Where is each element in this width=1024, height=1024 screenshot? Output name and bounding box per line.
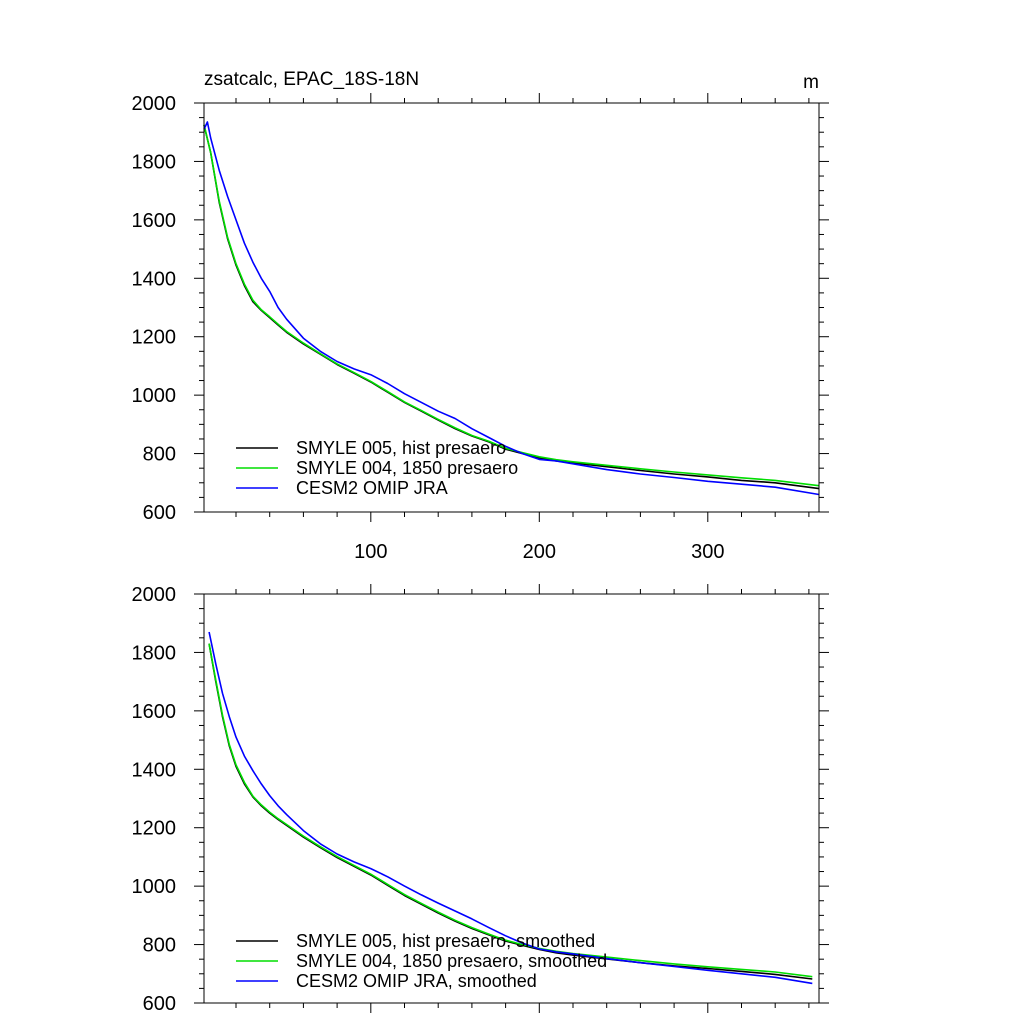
y-tick-label: 800 — [143, 935, 176, 957]
y-tick-label: 1200 — [132, 327, 177, 349]
x-tick-label: 200 — [523, 541, 556, 563]
series-line-2 — [203, 121, 820, 496]
y-tick-label: 800 — [143, 444, 176, 466]
legend-label-2: CESM2 OMIP JRA, smoothed — [296, 971, 537, 991]
legend-label-1: SMYLE 004, 1850 presaero — [296, 458, 518, 478]
y-tick-label: 2000 — [132, 93, 177, 115]
y-tick-label: 1000 — [132, 876, 177, 898]
plot-frame-bottom — [203, 593, 820, 1004]
series-line-1 — [203, 124, 820, 487]
legend-label-0: SMYLE 005, hist presaero — [296, 438, 506, 458]
tick-layer-bottom: 600 800 1000 1200 1400 1600 1800 2000 — [132, 584, 829, 1015]
x-tick-label: 100 — [354, 541, 387, 563]
x-tick-label: 300 — [691, 541, 724, 563]
y-tick-label: 600 — [143, 502, 176, 524]
y-tick-label: 1000 — [132, 385, 177, 407]
plot-frame-top — [203, 102, 820, 513]
tick-layer-top: 600 800 1000 1200 1400 1600 1800 2000 100 200 300 — [132, 93, 829, 563]
units-label: m — [803, 72, 819, 93]
panel-top: zsatcalc, EPAC_18S-18N m 600 800 1000 1200 1… — [132, 69, 829, 563]
legend-label-1: SMYLE 004, 1850 presaero, smoothed — [296, 951, 607, 971]
chart-title: zsatcalc, EPAC_18S-18N — [204, 69, 419, 90]
y-tick-label: 2000 — [132, 584, 177, 606]
y-tick-label: 1400 — [132, 268, 177, 290]
y-tick-label: 1800 — [132, 151, 177, 173]
y-tick-label: 1600 — [132, 701, 177, 723]
y-tick-label: 1200 — [132, 818, 177, 840]
series-layer-top — [203, 121, 820, 496]
legend-label-2: CESM2 OMIP JRA — [296, 478, 448, 498]
panel-bottom: 600 800 1000 1200 1400 1600 1800 2000 SMYLE 005… — [132, 584, 829, 1015]
series-line-0 — [208, 643, 813, 980]
y-tick-label: 1800 — [132, 642, 177, 664]
y-tick-label: 600 — [143, 993, 176, 1015]
series-line-2 — [208, 631, 813, 985]
series-layer-bottom — [208, 631, 813, 985]
series-line-0 — [203, 124, 820, 490]
legend-bottom: SMYLE 005, hist presaero, smoothedSMYLE … — [236, 931, 607, 991]
y-tick-label: 1400 — [132, 759, 177, 781]
y-tick-label: 1600 — [132, 210, 177, 232]
series-line-1 — [208, 643, 813, 978]
legend-label-0: SMYLE 005, hist presaero, smoothed — [296, 931, 595, 951]
